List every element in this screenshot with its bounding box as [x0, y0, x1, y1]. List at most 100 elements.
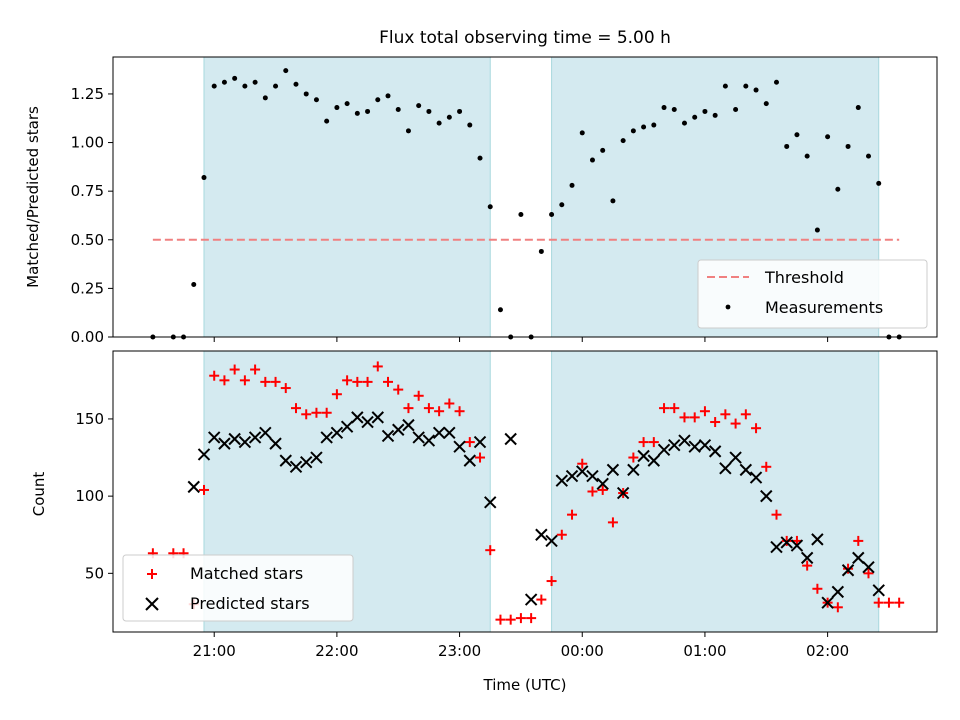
- measurement-point: [784, 143, 790, 149]
- matched-star-point: [475, 452, 486, 463]
- measurement-point: [191, 282, 197, 287]
- predicted-star-point: [637, 449, 650, 463]
- predicted-star-point: [770, 540, 783, 554]
- predicted-star-point: [657, 443, 671, 457]
- matched-star-point: [710, 417, 721, 428]
- measurement-point: [487, 204, 493, 210]
- measurement-point: [467, 122, 473, 128]
- predicted-star-point: [606, 463, 620, 477]
- predicted-star-point: [392, 423, 405, 436]
- measurement-point: [385, 93, 391, 99]
- measurement-point: [518, 212, 524, 217]
- measurement-point: [457, 108, 463, 114]
- measurement-point: [201, 175, 207, 181]
- measurement-point: [324, 118, 330, 124]
- measurement-point: [262, 95, 268, 101]
- matched-star-point: [198, 484, 209, 495]
- matched-star-point: [311, 407, 322, 418]
- predicted-star-point: [811, 533, 824, 546]
- measurement-point: [365, 108, 371, 114]
- measurement-point: [446, 114, 452, 120]
- predicted-star-point: [821, 596, 834, 609]
- matched-star-point: [689, 412, 700, 423]
- matched-star-point: [740, 409, 751, 420]
- measurement-point: [641, 124, 647, 130]
- predicted-star-point: [872, 584, 885, 597]
- measurement-point: [794, 132, 800, 138]
- measurement-point: [589, 157, 595, 163]
- matched-star-point: [536, 594, 547, 605]
- bottom-y-ticks: 50 100 150: [75, 410, 113, 582]
- x-axis-label: Time (UTC): [483, 676, 567, 694]
- shaded-region: [203, 57, 491, 337]
- measurement-point: [221, 79, 227, 85]
- matched-star-point: [495, 614, 506, 625]
- matched-star-point: [843, 563, 854, 574]
- measurement-point: [835, 186, 841, 192]
- measurement-point: [722, 83, 728, 89]
- y-tick-label: 50: [85, 564, 104, 582]
- matched-star-point: [372, 361, 383, 372]
- matched-star-point: [873, 597, 884, 608]
- measurement-point: [579, 130, 585, 136]
- measurement-point: [538, 248, 544, 254]
- matched-star-point: [413, 390, 424, 401]
- matched-star-point: [781, 535, 792, 546]
- matched-star-point: [730, 418, 741, 429]
- measurement-point: [610, 198, 616, 204]
- measurement-point: [395, 107, 401, 112]
- bottom-legend: Matched stars Predicted stars: [122, 554, 354, 622]
- measurement-point: [763, 101, 769, 107]
- measurement-point: [569, 182, 575, 188]
- predicted-star-point: [504, 432, 517, 446]
- predicted-star-point: [862, 560, 875, 574]
- matched-star-point: [761, 461, 772, 472]
- measurement-point: [743, 83, 749, 89]
- top-panel: 0.00 0.25 0.50 0.75 1.00 1.25 Matched/Predict…: [24, 56, 938, 346]
- matched-star-point: [577, 458, 588, 469]
- measurement-point: [855, 105, 861, 111]
- matched-star-point: [567, 509, 578, 520]
- measurement-point: [252, 79, 258, 85]
- y-tick-label: 150: [75, 410, 104, 428]
- matched-star-point: [342, 375, 353, 386]
- predicted-star-point: [197, 448, 211, 461]
- matched-star-point: [802, 560, 813, 571]
- predicted-star-point: [361, 415, 374, 429]
- predicted-star-point: [320, 431, 333, 444]
- x-tick-label: 01:00: [683, 642, 726, 660]
- measurement-point: [692, 114, 698, 120]
- measurement-point: [405, 128, 411, 134]
- threshold-legend-label: Threshold: [764, 268, 844, 287]
- y-tick-label: 1.00: [71, 134, 104, 152]
- predicted-star-point: [535, 528, 548, 541]
- predicted-star-point: [310, 451, 323, 464]
- measurement-point: [273, 83, 279, 89]
- matched-star-point: [515, 613, 526, 624]
- matched-star-point: [393, 384, 404, 395]
- matched-star-point: [270, 376, 281, 387]
- y-tick-label: 0.75: [71, 182, 104, 200]
- x-tick-label: 02:00: [806, 642, 849, 660]
- measurement-point: [702, 108, 708, 114]
- predicted-star-point: [627, 463, 640, 477]
- measurement-point: [549, 212, 555, 217]
- matched-star-point: [546, 576, 557, 587]
- predicted-star-point: [586, 469, 599, 483]
- matched-star-point: [352, 376, 363, 387]
- predicted-star-point: [841, 564, 855, 577]
- measurement-point: [436, 120, 442, 126]
- measurement-point: [426, 108, 432, 114]
- predicted-star-point: [524, 593, 538, 606]
- shaded-region: [551, 351, 879, 632]
- predicted-star-point: [330, 426, 344, 440]
- matched-star-point: [423, 403, 434, 414]
- matched-star-point: [239, 375, 250, 386]
- matched-star-point: [638, 437, 649, 448]
- predicted-star-point: [576, 465, 589, 478]
- predicted-star-point: [443, 426, 456, 440]
- matched-star-point: [587, 486, 598, 497]
- matched-star-point: [607, 517, 618, 528]
- predicted-star-point: [565, 469, 579, 483]
